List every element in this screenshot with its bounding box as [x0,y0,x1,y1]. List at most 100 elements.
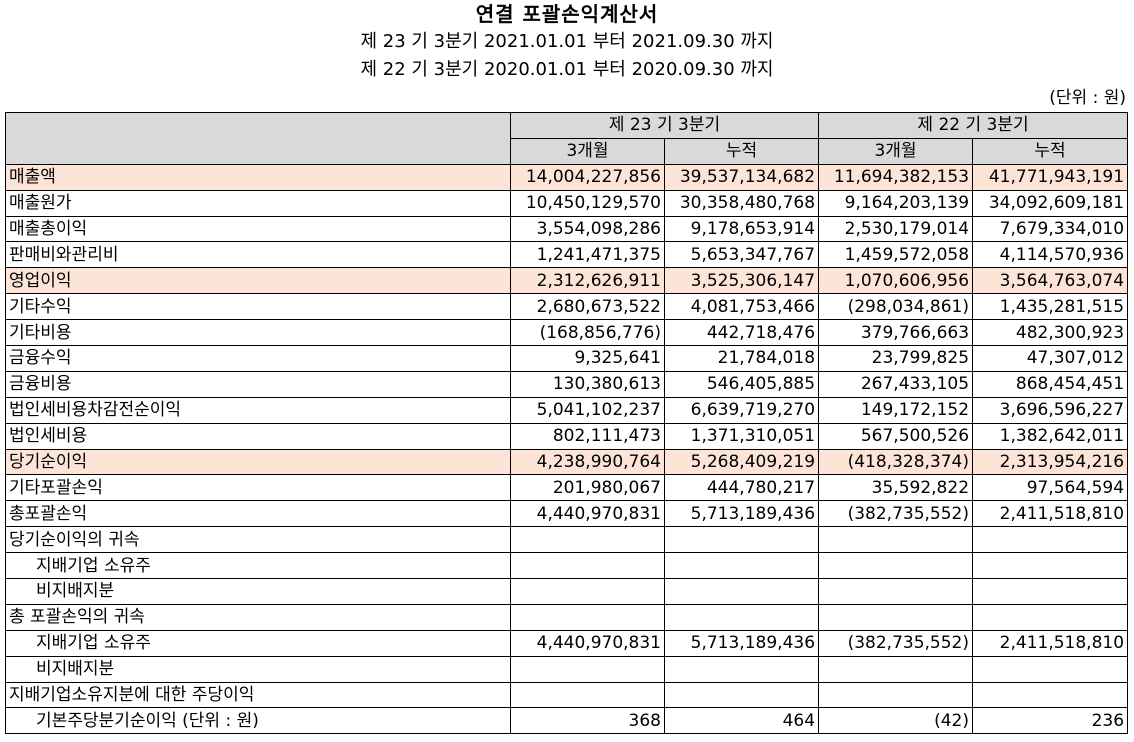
cell-prior-cumulative: 41,771,943,191 [972,163,1129,191]
cell-current-cumulative: 6,639,719,270 [663,396,820,424]
table-row: 법인세비용차감전순이익 5,041,102,237 6,639,719,270 149… [5,396,1129,424]
cell-current-3month [510,552,665,580]
cell-current-cumulative [663,552,820,580]
cell-prior-3month: (418,328,374) [818,448,974,476]
table-row: 당기순이익 4,238,990,764 5,268,409,219 (418,328,… [5,448,1129,476]
cell-prior-cumulative: 2,411,518,810 [972,629,1129,657]
cell-prior-cumulative [972,578,1129,605]
cell-prior-3month: (382,735,552) [818,629,974,657]
cell-current-cumulative: 464 [663,707,820,735]
row-label: 기타포괄손익 [5,474,511,502]
row-label: 당기순이익 [5,448,511,476]
cell-current-3month: 130,380,613 [510,370,665,398]
row-label: 당기순이익의 귀속 [5,526,511,554]
header-prior-period: 제 22 기 3분기 [818,112,1129,139]
cell-prior-cumulative [972,655,1129,683]
row-label: 영업이익 [5,267,511,295]
cell-prior-3month: 1,070,606,956 [818,267,974,295]
table-row: 비지배지분 [5,578,1129,605]
cell-prior-3month: 1,459,572,058 [818,241,974,269]
cell-prior-3month: 23,799,825 [818,345,974,372]
table-row: 금융수익 9,325,641 21,784,018 23,799,825 47,307,… [5,345,1129,372]
cell-current-cumulative [663,578,820,605]
row-label: 법인세비용 [5,422,511,450]
header-prior-3month: 3개월 [818,137,974,165]
cell-current-3month [510,578,665,605]
cell-prior-3month: (42) [818,707,974,735]
table-row: 매출총이익 3,554,098,286 9,178,653,914 2,530,179… [5,215,1129,243]
cell-prior-cumulative: 47,307,012 [972,345,1129,372]
cell-prior-3month [818,681,974,709]
table-row: 지배기업 소유주 4,440,970,831 5,713,189,436 (382,7… [5,629,1129,657]
cell-current-cumulative: 5,268,409,219 [663,448,820,476]
header-row-subcolumns: 3개월 누적 3개월 누적 [6,137,1129,165]
cell-prior-cumulative [972,681,1129,709]
cell-prior-cumulative: 868,454,451 [972,370,1129,398]
row-label: 지배기업 소유주 [5,552,511,580]
row-label: 지배기업 소유주 [5,629,511,657]
table-row: 총 포괄손익의 귀속 [5,603,1129,631]
cell-prior-cumulative: 2,313,954,216 [972,448,1129,476]
cell-prior-3month: 35,592,822 [818,474,974,502]
cell-current-3month: 2,312,626,911 [510,267,665,295]
header-blank-cell [5,112,511,165]
cell-current-3month [510,681,665,709]
row-label: 총포괄손익 [5,500,511,528]
cell-prior-cumulative: 3,564,763,074 [972,267,1129,295]
cell-current-3month: 5,041,102,237 [510,396,665,424]
row-label: 기타비용 [5,319,511,347]
cell-current-cumulative: 21,784,018 [663,345,820,372]
cell-prior-cumulative [972,603,1129,631]
cell-prior-3month: (382,735,552) [818,500,974,528]
row-label: 매출총이익 [5,215,511,243]
report-header: 연결 포괄손익계산서 제 23 기 3분기 2021.01.01 부터 2021… [0,0,1134,84]
cell-current-cumulative: 1,371,310,051 [663,422,820,450]
cell-current-3month [510,526,665,554]
cell-prior-cumulative [972,526,1129,554]
cell-prior-cumulative: 3,696,596,227 [972,396,1129,424]
cell-prior-cumulative [972,552,1129,580]
cell-current-3month: (168,856,776) [510,319,665,347]
table-row: 비지배지분 [5,655,1129,683]
cell-current-cumulative [663,681,820,709]
table-row: 매출원가 10,450,129,570 30,358,480,768 9,164,20… [5,189,1129,217]
cell-current-cumulative: 39,537,134,682 [663,163,820,191]
cell-current-cumulative: 9,178,653,914 [663,215,820,243]
row-label: 법인세비용차감전순이익 [5,396,511,424]
prior-period-range: 제 22 기 3분기 2020.01.01 부터 2020.09.30 까지 [360,59,774,80]
cell-current-cumulative: 5,713,189,436 [663,500,820,528]
cell-prior-3month: 11,694,382,153 [818,163,974,191]
row-label: 기타수익 [5,293,511,321]
income-statement-table: 제 23 기 3분기 제 22 기 3분기 3개월 누적 3개월 누적 매출액 1… [5,112,1129,735]
cell-current-cumulative: 30,358,480,768 [663,189,820,217]
cell-prior-cumulative: 4,114,570,936 [972,241,1129,269]
cell-prior-3month: (298,034,861) [818,293,974,321]
header-current-cumulative: 누적 [663,137,820,165]
cell-prior-3month [818,655,974,683]
cell-prior-cumulative: 1,435,281,515 [972,293,1129,321]
cell-current-cumulative: 444,780,217 [663,474,820,502]
table-row: 지배기업소유지분에 대한 주당이익 [5,681,1129,709]
row-label: 매출액 [5,163,511,191]
cell-current-3month: 2,680,673,522 [510,293,665,321]
cell-current-3month: 14,004,227,856 [510,163,665,191]
row-label: 금융수익 [5,345,511,372]
table-row: 지배기업 소유주 [5,552,1129,580]
table-row: 법인세비용 802,111,473 1,371,310,051 567,500,526… [5,422,1129,450]
cell-prior-3month: 379,766,663 [818,319,974,347]
cell-current-cumulative [663,603,820,631]
table-row: 영업이익 2,312,626,911 3,525,306,147 1,070,606,… [5,267,1129,295]
row-label: 비지배지분 [5,655,511,683]
row-label: 기본주당분기순이익 (단위 : 원) [5,707,511,735]
header-current-3month: 3개월 [510,137,665,165]
cell-prior-3month [818,552,974,580]
header-row-periods: 제 23 기 3분기 제 22 기 3분기 [5,112,1129,165]
cell-current-3month [510,655,665,683]
cell-prior-3month: 567,500,526 [818,422,974,450]
cell-prior-cumulative: 34,092,609,181 [972,189,1129,217]
table-row: 판매비와관리비 1,241,471,375 5,653,347,767 1,459,5… [5,241,1129,269]
cell-current-cumulative: 546,405,885 [663,370,820,398]
cell-current-cumulative: 5,713,189,436 [663,629,820,657]
cell-prior-cumulative: 97,564,594 [972,474,1129,502]
cell-current-cumulative: 442,718,476 [663,319,820,347]
